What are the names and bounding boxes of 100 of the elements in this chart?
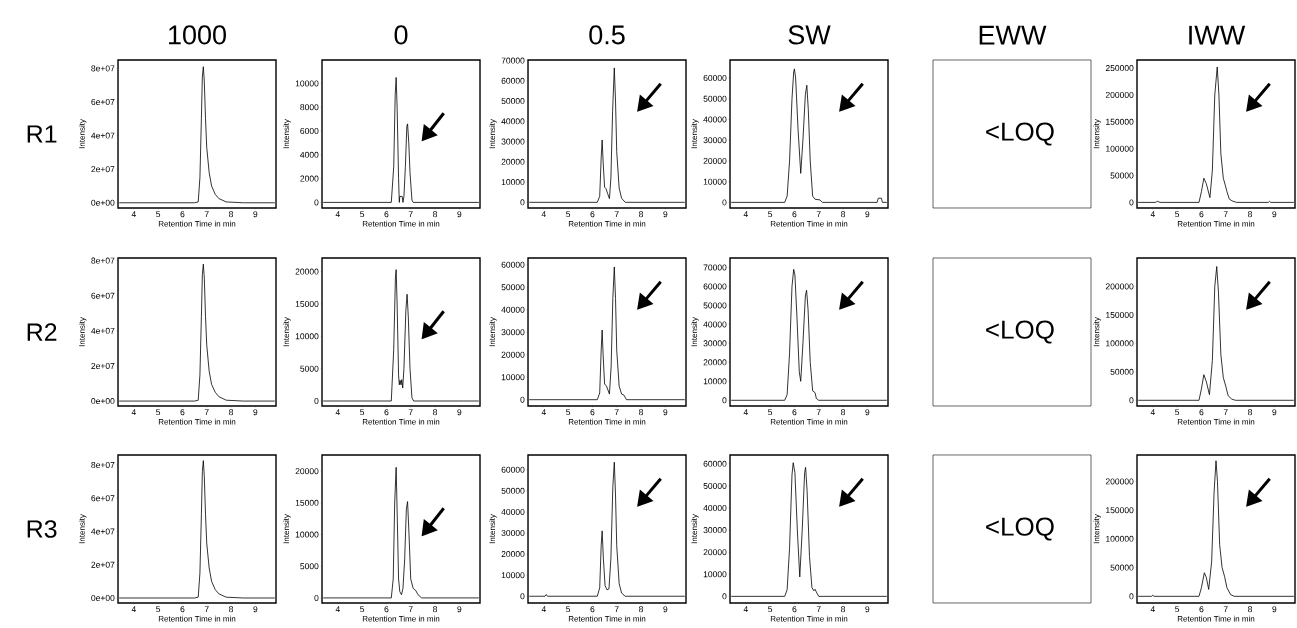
y-tick-label: 60000 (501, 77, 525, 84)
x-tick-label: 5 (768, 211, 773, 218)
y-tick-label: 50000 (703, 302, 727, 309)
y-tick-label: 6e+07 (91, 495, 115, 502)
x-tick-label: 5 (768, 409, 773, 416)
x-tick-label: 8 (433, 409, 438, 416)
x-tick-label: 4 (1150, 211, 1155, 218)
x-axis-title: Retention Time in min (362, 615, 440, 622)
y-tick-label: 50000 (501, 487, 525, 494)
x-tick-label: 6 (384, 409, 389, 416)
x-tick-label: 6 (792, 409, 797, 416)
x-tick-label: 9 (1272, 606, 1277, 613)
y-tick-label: 10000 (703, 378, 727, 385)
y-tick-label: 20000 (703, 359, 727, 366)
x-tick-label: 4 (335, 606, 340, 613)
y-tick-label: 40000 (501, 508, 525, 515)
y-tick-label: 10000 (501, 179, 525, 186)
y-axis-title: Intensity (1093, 317, 1101, 347)
y-tick-label: 30000 (501, 138, 525, 145)
x-tick-label: 9 (1272, 409, 1277, 416)
x-tick-label: 9 (457, 606, 462, 613)
y-tick-label: 6000 (300, 128, 319, 135)
y-tick-label: 150000 (1106, 507, 1134, 514)
chart-title: 0 (394, 25, 408, 45)
x-axis-title: Retention Time in min (568, 220, 646, 227)
x-tick-label: 9 (865, 211, 870, 218)
x-tick-label: 6 (384, 211, 389, 218)
y-tick-label: 20000 (295, 268, 319, 275)
y-tick-label: 0e+00 (91, 594, 115, 601)
y-tick-label: 8000 (300, 104, 319, 111)
y-tick-label: 40000 (703, 116, 727, 123)
x-tick-label: 8 (841, 606, 846, 613)
y-tick-label: 8e+07 (91, 461, 115, 468)
y-tick-label: 0 (314, 594, 319, 601)
y-tick-label: 70000 (501, 57, 525, 64)
y-tick-label: 0e+00 (91, 398, 115, 405)
x-tick-label: 6 (590, 606, 595, 613)
y-tick-label: 40000 (703, 505, 727, 511)
x-tick-label: 8 (1248, 409, 1253, 416)
x-tick-label: 8 (229, 409, 234, 416)
x-axis-title: Retention Time in min (158, 220, 236, 227)
x-tick-label: 6 (180, 409, 185, 416)
y-tick-label: 0 (314, 398, 319, 405)
x-tick-label: 7 (204, 211, 209, 218)
x-tick-label: 4 (541, 606, 546, 613)
x-tick-label: 8 (433, 211, 438, 218)
y-tick-label: 150000 (1106, 118, 1134, 125)
y-tick-label: 0 (1129, 199, 1134, 206)
y-tick-label: 200000 (1105, 478, 1134, 485)
y-tick-label: 30000 (703, 340, 727, 347)
y-tick-label: 150000 (1106, 311, 1134, 318)
y-tick-label: 200000 (1105, 91, 1134, 98)
x-tick-label: 8 (229, 211, 234, 218)
y-tick-label: 2e+07 (91, 166, 115, 173)
y-axis-title: Intensity (691, 514, 699, 544)
x-tick-label: 5 (156, 409, 161, 416)
chart-title: 1000 (169, 25, 226, 45)
x-tick-label: 9 (457, 409, 462, 416)
x-tick-label: 9 (253, 211, 258, 218)
y-tick-label: 50000 (501, 98, 525, 105)
x-tick-label: 6 (590, 409, 595, 416)
x-axis-title: Retention Time in min (362, 220, 440, 227)
y-tick-label: 60000 (703, 283, 727, 290)
y-tick-label: 10000 (703, 178, 727, 185)
y-tick-label: 20000 (501, 351, 525, 358)
y-tick-label: 20000 (501, 158, 525, 165)
y-tick-label: 15000 (295, 499, 319, 506)
x-tick-label: 9 (253, 606, 258, 613)
y-tick-label: 15000 (295, 300, 319, 307)
x-tick-label: 9 (663, 606, 668, 613)
x-tick-label: 8 (639, 409, 644, 416)
y-tick-label: 100000 (1106, 535, 1134, 542)
x-axis-title: Retention Time in min (1177, 615, 1255, 622)
y-tick-label: 0e+00 (91, 199, 115, 206)
y-tick-label: 0 (520, 199, 525, 206)
y-tick-label: 6e+07 (91, 98, 115, 105)
y-tick-label: 100000 (1106, 340, 1134, 347)
x-tick-label: 9 (1272, 211, 1277, 218)
y-tick-label: 50000 (1110, 564, 1134, 571)
x-axis-title: Retention Time in min (770, 220, 848, 227)
x-axis-title: Retention Time in min (158, 615, 236, 622)
x-tick-label: 5 (360, 211, 365, 218)
x-tick-label: 4 (743, 606, 748, 613)
y-axis-title: Intensity (691, 119, 699, 149)
x-tick-label: 4 (131, 211, 136, 218)
x-tick-label: 5 (360, 409, 365, 416)
y-axis-title: Intensity (78, 514, 87, 544)
y-tick-label: 10000 (295, 333, 319, 340)
x-axis-title: Retention Time in min (770, 615, 848, 622)
x-tick-label: 8 (229, 606, 234, 613)
text: R1 (27, 125, 57, 143)
y-tick-label: 200000 (1105, 283, 1134, 290)
y-tick-label: 0 (1129, 593, 1134, 600)
x-tick-label: 7 (1223, 409, 1228, 416)
x-tick-label: 5 (156, 606, 161, 613)
x-tick-label: 5 (566, 409, 571, 416)
y-tick-label: 30000 (703, 137, 727, 144)
text: <LOQ (986, 517, 1054, 541)
text: R3 (27, 520, 57, 538)
x-axis-title: Retention Time in min (158, 418, 236, 425)
